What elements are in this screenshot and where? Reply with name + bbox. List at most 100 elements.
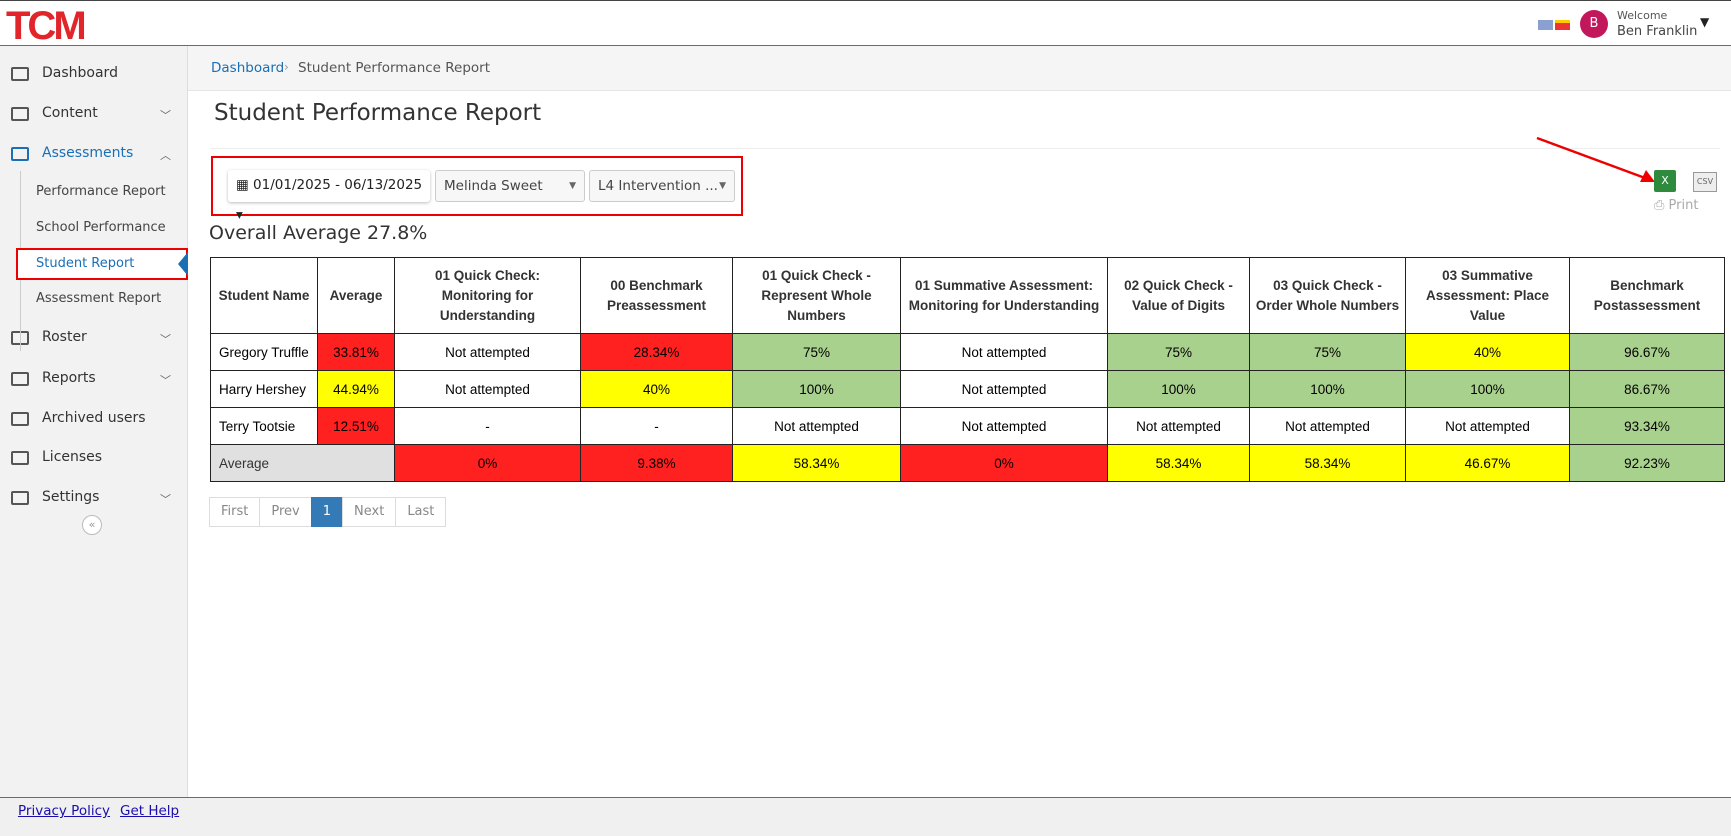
average-cell: 0%	[394, 444, 581, 482]
flag-us[interactable]	[1538, 20, 1553, 30]
page-button[interactable]: Prev	[259, 497, 312, 527]
score-cell: 40%	[580, 370, 733, 408]
overall-average: Overall Average 27.8%	[209, 222, 428, 244]
print-button[interactable]: ⎙ Print	[1654, 198, 1699, 213]
nav-item[interactable]: Dashboard	[42, 65, 118, 81]
student-row: Terry Tootsie 12.51% - - Not attempted Not at…	[210, 407, 1725, 445]
class-filter[interactable]: L4 Intervention ... ▼	[589, 170, 735, 202]
column-header: 02 Quick Check - Value of Digits	[1107, 257, 1250, 334]
score-cell: Not attempted	[394, 370, 581, 408]
average-cell: 58.34%	[1107, 444, 1250, 482]
report-table: Student Name Average 01 Quick Check: Monit…	[210, 257, 1725, 482]
subnav-item[interactable]: Student Report	[36, 256, 135, 271]
average-cell: 46.67%	[1405, 444, 1570, 482]
score-cell: 93.34%	[1569, 407, 1725, 445]
nav-icon	[11, 67, 29, 81]
subnav-item[interactable]: Performance Report	[36, 184, 166, 199]
score-cell: 33.81%	[317, 333, 395, 371]
nav-chevron[interactable]: ﹀	[160, 109, 171, 122]
nav-item[interactable]: Roster	[42, 329, 87, 345]
teacher-value: Melinda Sweet	[444, 178, 543, 194]
average-cell: 92.23%	[1569, 444, 1725, 482]
header: TCM B Welcome Ben Franklin ▼	[0, 0, 1731, 48]
pagination: First Prev 1 Next Last	[209, 497, 447, 527]
nav-item[interactable]: Content	[42, 105, 98, 121]
nav-item[interactable]: Archived users	[42, 410, 146, 426]
average-cell: 9.38%	[580, 444, 733, 482]
subnav-item[interactable]: Assessment Report	[36, 291, 162, 306]
score-cell: 28.34%	[580, 333, 733, 371]
page-button[interactable]: Last	[395, 497, 447, 527]
date-filter[interactable]: ▦ 01/01/2025 - 06/13/2025 ▾	[228, 170, 430, 223]
score-cell: 75%	[1249, 333, 1406, 371]
column-header: Benchmark Postassessment	[1569, 257, 1725, 334]
page-button[interactable]: First	[209, 497, 261, 527]
nav-chevron[interactable]: ﹀	[160, 333, 171, 346]
csv-export[interactable]: CSV	[1693, 172, 1717, 192]
page-title: Student Performance Report	[214, 100, 542, 126]
welcome: Welcome	[1617, 9, 1668, 22]
collapse-button[interactable]: «	[82, 515, 102, 535]
flag-es[interactable]	[1555, 20, 1570, 30]
nav-item[interactable]: Assessments	[42, 145, 134, 161]
header-row: Student Name Average 01 Quick Check: Monit…	[210, 257, 1725, 334]
class-value: L4 Intervention ...	[598, 178, 718, 194]
breadcrumb: Dashboard › Student Performance Report	[188, 46, 1731, 91]
crumb-link[interactable]: Dashboard	[211, 60, 285, 76]
column-header: 03 Summative Assessment: Place Value	[1405, 257, 1570, 334]
divider	[210, 148, 1720, 149]
score-cell: 75%	[732, 333, 901, 371]
column-header: 01 Summative Assessment: Monitoring for …	[900, 257, 1108, 334]
nav-icon	[11, 412, 29, 426]
filter-box	[211, 156, 743, 216]
footer: Privacy Policy Get Help	[0, 797, 1731, 836]
print-label: Print	[1668, 198, 1699, 213]
page-button[interactable]: 1	[310, 497, 344, 527]
excel-export[interactable]: X	[1654, 170, 1676, 192]
column-header: 00 Benchmark Preassessment	[580, 257, 733, 334]
score-cell: Not attempted	[900, 370, 1108, 408]
nav-icon	[11, 372, 29, 386]
caret: ▼	[719, 181, 726, 191]
caret: ▼	[569, 181, 576, 191]
score-cell: 40%	[1405, 333, 1570, 371]
nav-chevron[interactable]: ﹀	[160, 493, 171, 506]
column-header: Student Name	[210, 257, 318, 334]
score-cell: 75%	[1107, 333, 1250, 371]
subnav-item[interactable]: School Performance	[36, 220, 166, 235]
column-header: Average	[317, 257, 395, 334]
student-name: Terry Tootsie	[210, 407, 318, 445]
average-cell: 58.34%	[732, 444, 901, 482]
score-cell: -	[580, 407, 733, 445]
footer-link[interactable]: Get Help	[120, 803, 180, 819]
score-cell: 12.51%	[317, 407, 395, 445]
nav-item[interactable]: Reports	[42, 370, 96, 386]
footer-link[interactable]: Privacy Policy	[18, 803, 111, 819]
score-cell: Not attempted	[1107, 407, 1250, 445]
teacher-filter[interactable]: Melinda Sweet ▼	[435, 170, 585, 202]
nav-icon	[11, 451, 29, 465]
average-cell: 58.34%	[1249, 444, 1406, 482]
crumb-sep: ›	[284, 60, 289, 74]
avatar[interactable]: B	[1580, 10, 1608, 38]
logo[interactable]: TCM	[6, 4, 87, 48]
nav-chevron[interactable]: ﹀	[160, 374, 171, 387]
student-row: Gregory Truffle 33.81% Not attempted 28.34%…	[210, 333, 1725, 371]
student-row: Harry Hershey 44.94% Not attempted 40% 100% N…	[210, 370, 1725, 408]
score-cell: 100%	[1249, 370, 1406, 408]
page-button[interactable]: Next	[342, 497, 397, 527]
score-cell: Not attempted	[900, 333, 1108, 371]
nav-icon	[11, 147, 29, 161]
nav-item[interactable]: Licenses	[42, 449, 103, 465]
score-cell: Not attempted	[1405, 407, 1570, 445]
average-label: Average	[210, 444, 395, 482]
user-name[interactable]: Ben Franklin	[1617, 24, 1698, 39]
nav-chevron[interactable]: ︿	[160, 149, 171, 162]
score-cell: Not attempted	[394, 333, 581, 371]
caret[interactable]: ▼	[1700, 15, 1710, 29]
nav-item[interactable]: Settings	[42, 489, 100, 505]
score-cell: 44.94%	[317, 370, 395, 408]
score-cell: 96.67%	[1569, 333, 1725, 371]
student-name: Gregory Truffle	[210, 333, 318, 371]
